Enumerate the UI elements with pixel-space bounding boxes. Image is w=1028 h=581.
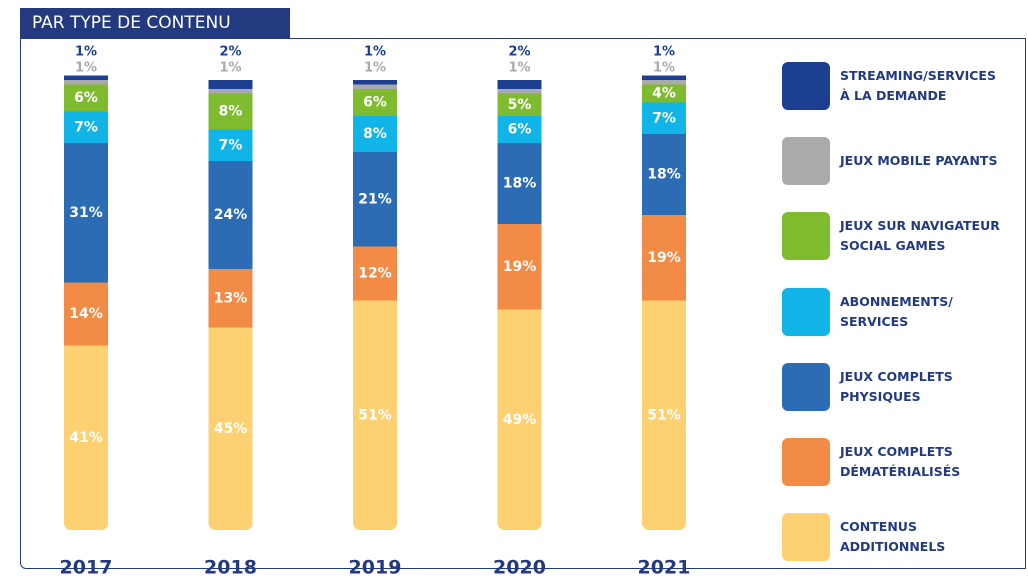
value-label: 14% <box>69 306 103 322</box>
value-label: 45% <box>214 421 248 437</box>
legend-label: CONTENUS ADDITIONNELS <box>840 519 946 555</box>
bar-segment <box>642 84 686 103</box>
bar-segment <box>64 84 108 112</box>
legend-label: JEUX SUR NAVIGATEUR SOCIAL GAMES <box>840 218 1000 254</box>
bar-segment <box>208 80 253 89</box>
bar-segment <box>497 309 542 530</box>
value-label: 2% <box>219 45 241 60</box>
bar-segment <box>208 269 253 328</box>
bar-segment <box>497 143 542 224</box>
value-label: 8% <box>363 126 387 142</box>
legend-label: JEUX COMPLETS DÉMATÉRIALISÉS <box>840 444 961 479</box>
value-label: 1% <box>364 45 386 60</box>
x-tick-label: 2020 <box>493 557 546 579</box>
legend-label: ABONNEMENTS/ SERVICES <box>840 293 953 329</box>
value-label: 1% <box>219 61 241 76</box>
legend-swatch <box>782 513 830 562</box>
value-label: 18% <box>647 167 681 183</box>
bar-segment <box>208 93 253 130</box>
bar-segment <box>497 93 542 116</box>
bar-segment <box>64 80 108 85</box>
value-label: 6% <box>363 95 387 111</box>
value-label: 7% <box>219 137 243 153</box>
value-label: 6% <box>74 90 98 106</box>
value-label: 51% <box>647 407 681 423</box>
bar-segment <box>642 300 686 530</box>
x-tick-label: 2017 <box>60 557 113 579</box>
bar <box>353 80 397 530</box>
legend-label: STREAMING/SERVICES À LA DEMANDE <box>840 68 996 103</box>
bar-segment <box>208 327 253 530</box>
bar-segment <box>642 102 686 134</box>
value-label: 1% <box>75 61 97 76</box>
bar-segment <box>208 89 253 94</box>
bar-segment <box>353 84 397 89</box>
bar <box>497 80 542 530</box>
x-tick-label: 2019 <box>349 557 402 579</box>
value-label: 1% <box>508 61 530 76</box>
bar-segment <box>353 300 397 530</box>
legend-label: JEUX MOBILE PAYANTS <box>840 153 998 169</box>
value-label: 7% <box>74 119 98 135</box>
bar-segment <box>353 246 397 301</box>
bar-segment <box>497 116 542 143</box>
legend-swatch <box>782 438 830 486</box>
value-label: 13% <box>214 290 248 306</box>
bar-segment <box>497 224 542 310</box>
bar <box>64 75 108 530</box>
value-label: 21% <box>358 191 392 207</box>
bar-segment <box>642 80 686 85</box>
legend-swatch <box>782 287 830 336</box>
frame <box>20 38 1026 569</box>
bar-segment <box>353 152 397 247</box>
legend-swatch <box>782 212 830 261</box>
legend-swatch <box>782 362 830 411</box>
value-label: 4% <box>652 86 676 102</box>
value-label: 19% <box>647 250 681 266</box>
bar-segment <box>64 75 108 80</box>
value-label: 1% <box>653 45 675 60</box>
bar-segment <box>353 116 397 152</box>
value-label: 5% <box>508 97 532 113</box>
value-label: 12% <box>358 266 392 282</box>
value-label: 7% <box>652 110 676 126</box>
bar-segment <box>642 215 686 301</box>
bar <box>208 80 253 530</box>
value-label: 1% <box>75 45 97 60</box>
value-label: 51% <box>358 407 392 423</box>
value-label: 6% <box>508 122 532 138</box>
x-tick-label: 2021 <box>638 557 691 579</box>
value-label: 31% <box>69 205 103 221</box>
bar-segment <box>64 282 108 346</box>
value-label: 49% <box>503 412 537 428</box>
value-label: 41% <box>69 430 103 446</box>
x-tick-label: 2018 <box>204 557 257 579</box>
bar-segment <box>642 134 686 215</box>
bar-segment <box>64 345 108 530</box>
bar-segment <box>642 75 686 80</box>
bar-segment <box>497 89 542 94</box>
bar-segment <box>208 161 253 269</box>
bar-segment <box>208 129 253 161</box>
value-label: 24% <box>214 207 248 223</box>
value-label: 1% <box>364 61 386 76</box>
value-label: 2% <box>508 45 530 60</box>
value-label: 1% <box>653 61 675 76</box>
bar-segment <box>64 111 108 143</box>
value-label: 18% <box>503 176 537 192</box>
bar <box>642 75 686 530</box>
value-label: 19% <box>503 259 537 275</box>
bar-segment <box>353 80 397 85</box>
legend-label: JEUX COMPLETS PHYSIQUES <box>840 368 953 404</box>
bar-segment <box>64 143 108 283</box>
value-label: 8% <box>219 104 243 120</box>
legend-swatch <box>782 62 830 110</box>
chart-title: PAR TYPE DE CONTENU <box>20 8 290 39</box>
bar-segment <box>353 89 397 116</box>
legend-swatch <box>782 137 830 186</box>
bar-segment <box>497 80 542 89</box>
